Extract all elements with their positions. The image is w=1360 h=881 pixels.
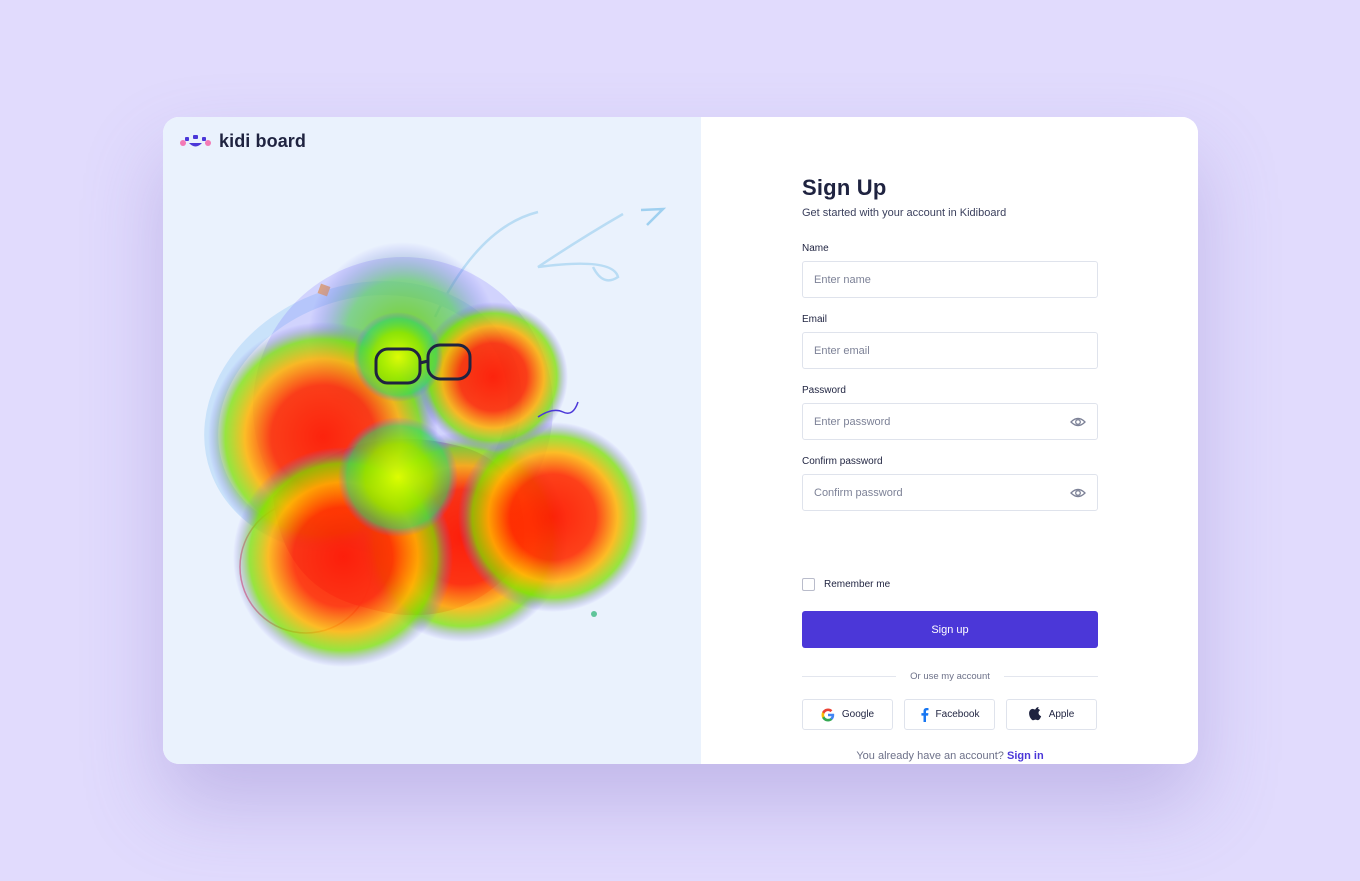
google-button[interactable]: Google (802, 699, 893, 730)
email-label: Email (802, 314, 828, 325)
email-field[interactable] (802, 332, 1098, 369)
hero-illustration (204, 207, 667, 667)
eye-icon[interactable] (1070, 485, 1086, 501)
page-title: Sign Up (802, 175, 887, 200)
confirm-password-label: Confirm password (802, 456, 883, 467)
password-label: Password (802, 385, 846, 396)
name-input[interactable] (814, 273, 1086, 286)
brand-name: kidi board (219, 131, 307, 151)
confirm-password-field[interactable] (802, 474, 1098, 511)
email-input[interactable] (814, 344, 1086, 357)
remember-label: Remember me (824, 579, 891, 590)
password-field[interactable] (802, 403, 1098, 440)
signup-form: Sign Up Get started with your account in… (802, 175, 1098, 762)
apple-button[interactable]: Apple (1006, 699, 1097, 730)
confirm-password-input[interactable] (814, 486, 1070, 499)
divider: Or use my account (802, 669, 1098, 683)
eye-icon[interactable] (1070, 414, 1086, 430)
signup-button[interactable]: Sign up (802, 611, 1098, 648)
facebook-icon (920, 707, 929, 722)
brand: kidi board (180, 131, 306, 152)
kidi-face-logo-icon (180, 134, 211, 146)
google-icon (821, 708, 835, 721)
page-subtitle: Get started with your account in Kidiboa… (802, 207, 1007, 219)
remember-checkbox[interactable] (802, 578, 815, 591)
remember-me[interactable]: Remember me (802, 578, 890, 591)
signin-link[interactable]: Sign in (1007, 750, 1044, 762)
name-field[interactable] (802, 261, 1098, 298)
facebook-label: Facebook (935, 709, 980, 720)
password-input[interactable] (814, 415, 1070, 428)
name-label: Name (802, 243, 829, 254)
apple-label: Apple (1048, 709, 1075, 720)
signup-card: kidi board (163, 117, 1198, 764)
illustration-panel: kidi board (163, 117, 701, 764)
form-panel: Sign Up Get started with your account in… (701, 117, 1198, 764)
google-label: Google (841, 709, 875, 720)
signin-row: You already have an account? Sign in (802, 750, 1098, 762)
have-account-text: You already have an account? (856, 750, 1004, 762)
student-glasses-icon (374, 343, 472, 385)
social-login: Google Facebook Apple (802, 699, 1098, 730)
apple-icon (1028, 707, 1041, 721)
divider-label: Or use my account (910, 670, 990, 682)
facebook-button[interactable]: Facebook (904, 699, 995, 730)
